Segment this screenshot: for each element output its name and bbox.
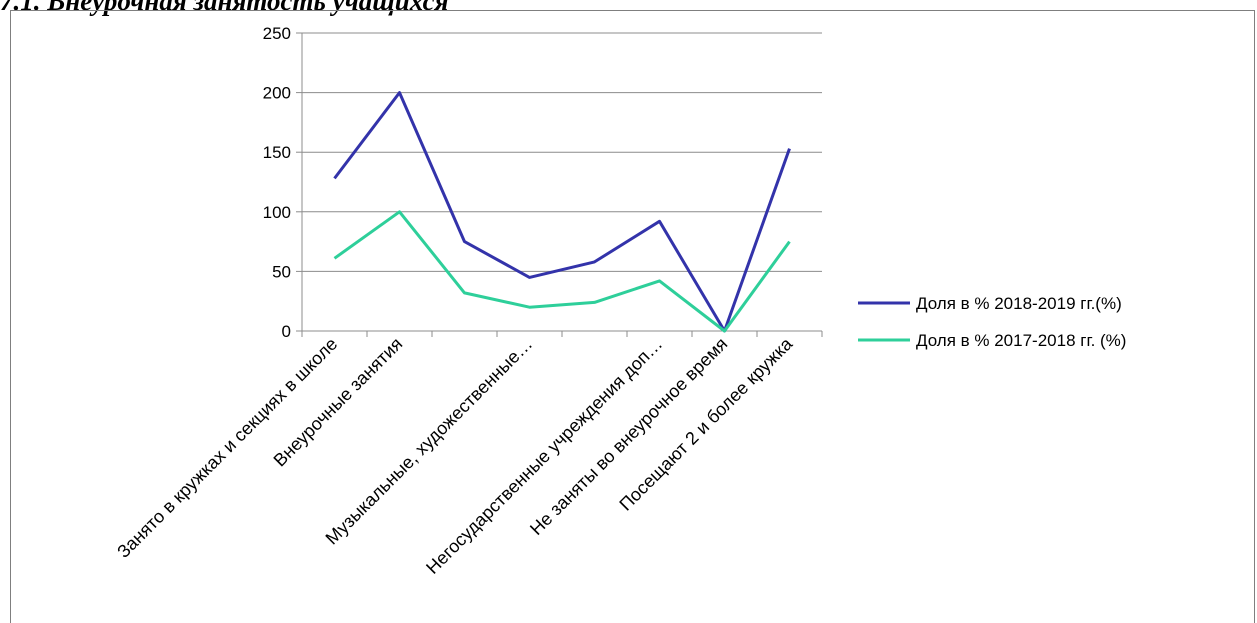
x-tick-label: Внеурочные занятия	[270, 334, 407, 471]
x-tick-label: Занято в кружках и секциях в школе	[113, 334, 341, 562]
y-tick-label: 100	[263, 203, 291, 222]
y-tick-label: 150	[263, 143, 291, 162]
legend-label: Доля в % 2017-2018 гг. (%)	[916, 331, 1126, 350]
legend-label: Доля в % 2018-2019 гг.(%)	[916, 294, 1122, 313]
chart-frame	[10, 10, 1255, 623]
legend: Доля в % 2018-2019 гг.(%) Доля в % 2017-2…	[858, 294, 1126, 350]
section-heading: 7.1. Внеурочная занятость учащихся	[0, 0, 449, 16]
y-tick-label: 250	[263, 24, 291, 43]
gridlines	[302, 32, 822, 272]
x-axis-ticks: Занято в кружках и секциях в школеВнеуро…	[113, 331, 823, 578]
series-line-2	[333, 210, 791, 333]
y-axis-ticks: 0 50 100 150 200 250	[263, 24, 302, 341]
x-tick-label: Негосударственные учреждения доп…	[422, 334, 666, 578]
y-tick-label: 50	[272, 262, 291, 281]
axes	[301, 33, 822, 332]
series-line-1	[333, 91, 791, 333]
series-lines	[333, 91, 791, 333]
x-tick-label: Музыкальные, художественные…	[322, 334, 537, 549]
y-tick-label: 200	[263, 84, 291, 103]
y-tick-label: 0	[282, 322, 291, 341]
